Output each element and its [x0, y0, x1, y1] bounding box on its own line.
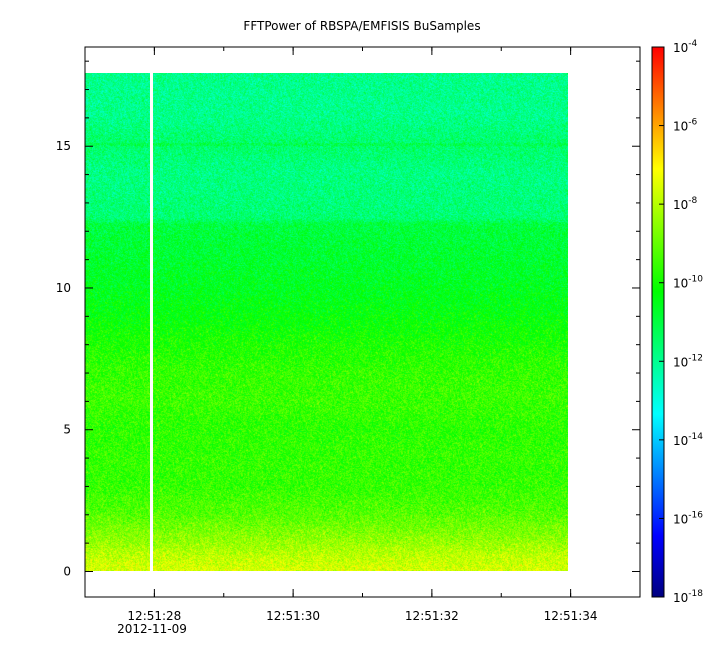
colorbar-tick-label: 10-4: [673, 39, 698, 55]
y-tick-label: 0: [63, 564, 71, 578]
x-axis: 12:51:28 12:51:30 12:51:32 12:51:34: [84, 47, 641, 623]
x-tick-label: 12:51:30: [266, 609, 320, 623]
colorbar-tick-label: 10-14: [673, 432, 703, 448]
x-tick-label: 12:51:28: [127, 609, 181, 623]
x-date-label: 2012-11-09: [117, 622, 187, 636]
heatmap-image: [85, 73, 568, 571]
y-tick-label: 10: [56, 281, 71, 295]
colorbar-tick-label: 10-6: [673, 118, 698, 134]
colorbar-axis: 10-18 10-16 10-14 10-12 10-10 10-8 10-6 10-4: [659, 39, 703, 605]
data-gap: [150, 73, 153, 571]
y-axis: 0 5 10 15: [56, 60, 640, 578]
colorbar-tick-label: 10-16: [673, 510, 703, 526]
x-tick-label: 12:51:34: [544, 609, 598, 623]
colorbar-tick-label: 10-12: [673, 353, 703, 369]
y-tick-label: 5: [63, 423, 71, 437]
chart-title: FFTPower of RBSPA/EMFISIS BuSamples: [243, 19, 480, 33]
x-tick-label: 12:51:32: [405, 609, 459, 623]
colorbar-tick-label: 10-10: [673, 275, 703, 291]
colorbar-tick-label: 10-18: [673, 589, 703, 605]
colorbar-tick-label: 10-8: [673, 196, 698, 212]
colorbar: [651, 46, 665, 598]
y-tick-label: 15: [56, 139, 71, 153]
